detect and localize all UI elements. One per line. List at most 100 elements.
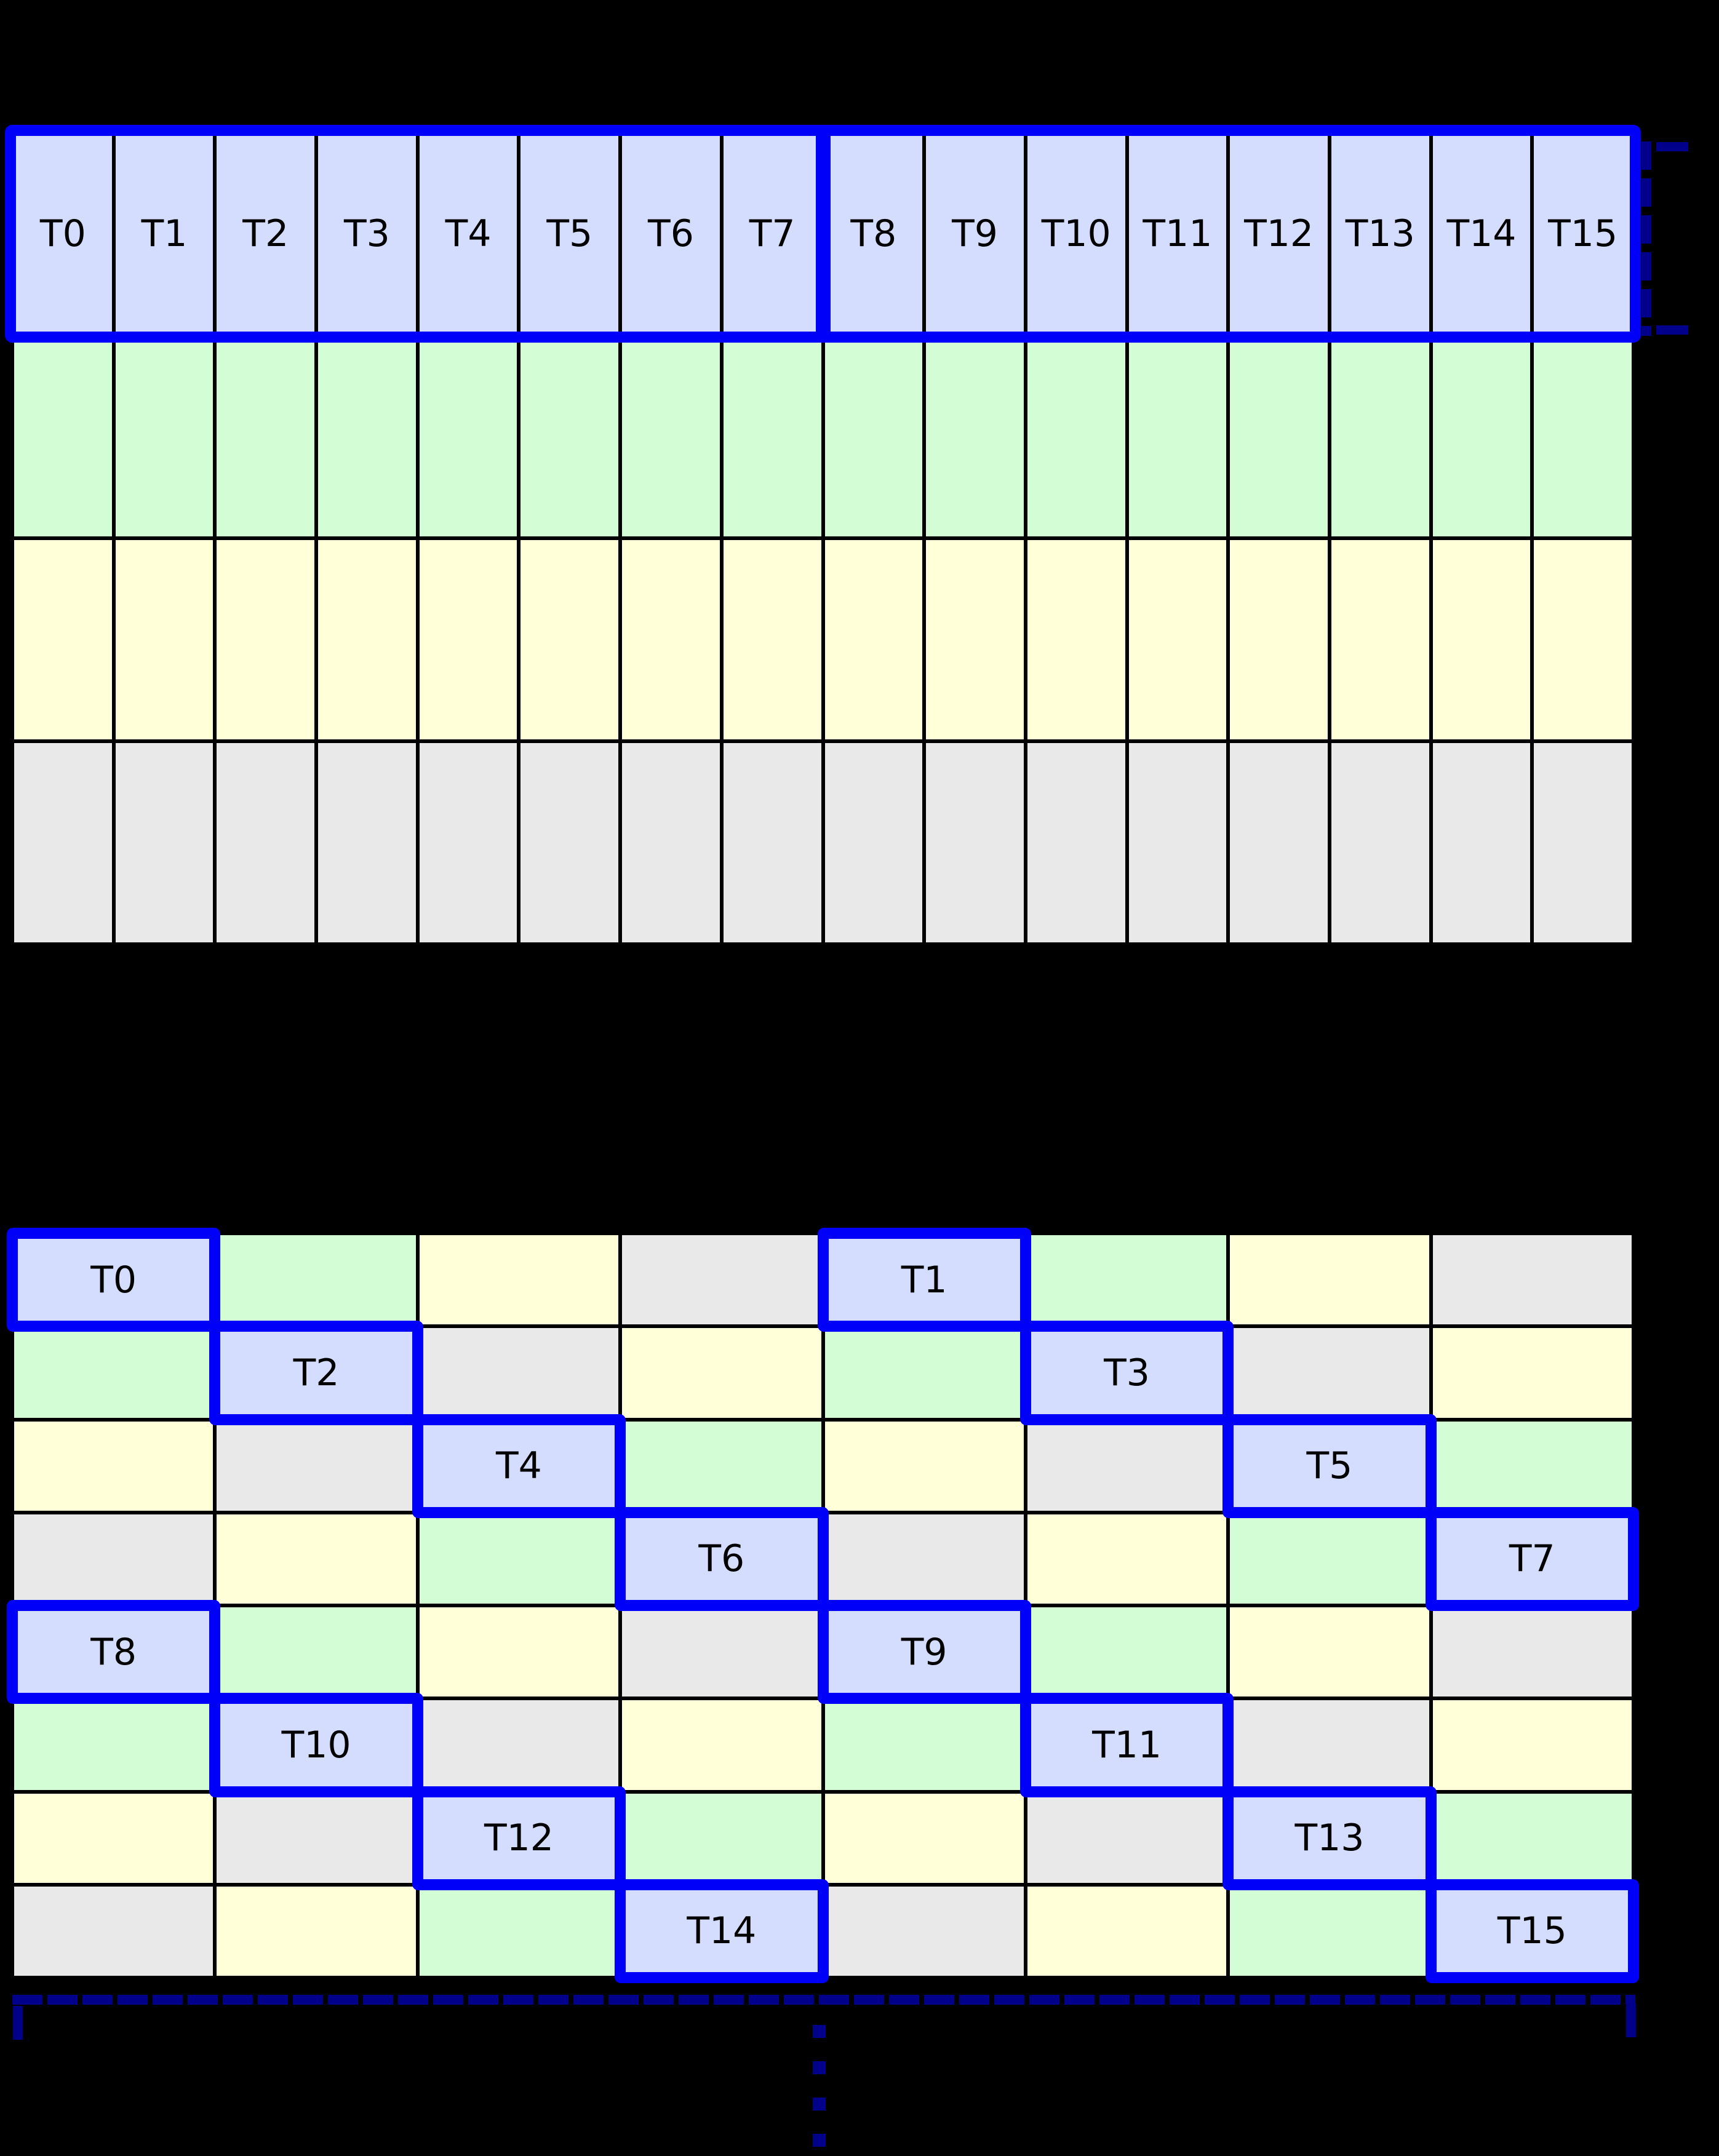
top-grid-cell	[1027, 540, 1125, 739]
bottom-grid-cell	[824, 1886, 1024, 1976]
top-grid-cell	[217, 540, 315, 739]
continuation-ellipsis-dot-0	[813, 2025, 826, 2038]
top-grid-cell: T7	[723, 134, 821, 333]
top-grid-cell	[318, 540, 416, 739]
thread-label: T12	[1244, 212, 1314, 255]
top-grid-cell: T13	[1331, 134, 1429, 333]
bottom-grid-cell	[824, 1235, 1024, 1325]
bottom-grid-cell	[824, 1421, 1024, 1511]
bottom-grid-cell	[1432, 1886, 1632, 1976]
bottom-grid-cell	[217, 1235, 416, 1325]
grid-width-bracket-left-tick	[13, 2006, 23, 2040]
top-grid-cell	[824, 337, 923, 536]
bottom-grid-cell	[14, 1328, 213, 1418]
top-grid-cell	[115, 337, 213, 536]
top-grid-cell	[1534, 743, 1632, 942]
thread-label: T0	[39, 212, 86, 255]
grid-width-bracket-right-tick	[1626, 2003, 1636, 2037]
bottom-grid-cell	[217, 1700, 416, 1790]
bottom-grid-cell	[14, 1886, 213, 1976]
row-height-bracket-top-tick	[1656, 142, 1688, 151]
top-grid-cell: T0	[14, 134, 112, 333]
bottom-grid-cell	[1432, 1514, 1632, 1604]
top-grid-cell: T9	[926, 134, 1024, 333]
bottom-grid-cell	[1027, 1886, 1227, 1976]
bottom-grid-cell	[622, 1514, 821, 1604]
bottom-grid-cell	[622, 1700, 821, 1790]
top-grid-cell	[1432, 337, 1531, 536]
top-grid-cell	[115, 743, 213, 942]
top-grid-cell	[926, 743, 1024, 942]
top-grid-cell	[1230, 337, 1328, 536]
bottom-grid-cell	[824, 1607, 1024, 1697]
bottom-grid-cell	[419, 1514, 619, 1604]
top-grid-cell	[622, 743, 720, 942]
bottom-grid-cell	[217, 1328, 416, 1418]
top-grid-cell	[824, 743, 923, 942]
bottom-grid-cell	[1432, 1235, 1632, 1325]
top-grid-cell	[318, 337, 416, 536]
top-grid-cell	[723, 743, 821, 942]
top-grid-cell	[419, 337, 517, 536]
bottom-grid-cell	[1230, 1421, 1429, 1511]
row-height-bracket-bottom-tick	[1656, 325, 1688, 335]
top-grid-cell	[622, 337, 720, 536]
top-grid-cell: T2	[217, 134, 315, 333]
top-grid-cell	[1027, 743, 1125, 942]
thread-label: T5	[546, 212, 593, 255]
bottom-grid-cell	[1432, 1328, 1632, 1418]
bottom-grid-cell	[1027, 1793, 1227, 1883]
bottom-grid-cell	[622, 1793, 821, 1883]
bottom-grid-cell	[622, 1421, 821, 1511]
bottom-grid-cell	[217, 1514, 416, 1604]
top-grid-cell	[1128, 337, 1227, 536]
bottom-grid-cell	[622, 1328, 821, 1418]
continuation-ellipsis-dot-1	[813, 2061, 826, 2074]
top-grid-cell	[14, 743, 112, 942]
top-grid-cell	[1534, 337, 1632, 536]
top-grid-cell: T8	[824, 134, 923, 333]
thread-label: T9	[952, 212, 998, 255]
bottom-grid-cell	[1230, 1328, 1429, 1418]
bottom-grid-cell	[1027, 1328, 1227, 1418]
bottom-grid-cell	[1432, 1700, 1632, 1790]
top-grid-cell	[1230, 540, 1328, 739]
top-grid-cell	[14, 337, 112, 536]
continuation-ellipsis-dot-2	[813, 2098, 826, 2110]
bottom-grid-cell	[419, 1700, 619, 1790]
thread-label: T13	[1345, 212, 1415, 255]
top-grid-cell	[1534, 540, 1632, 739]
bottom-grid-cell	[622, 1235, 821, 1325]
top-grid-cell	[1230, 743, 1328, 942]
top-grid-cell	[723, 337, 821, 536]
bottom-grid-cell	[824, 1793, 1024, 1883]
bottom-grid-cell	[1027, 1700, 1227, 1790]
top-grid-cell	[1128, 540, 1227, 739]
top-grid-cell: T11	[1128, 134, 1227, 333]
top-grid-cell	[419, 540, 517, 739]
top-grid-cell	[622, 540, 720, 739]
bottom-grid-cell	[14, 1514, 213, 1604]
top-grid-cell	[115, 540, 213, 739]
thread-label: T15	[1548, 212, 1618, 255]
top-grid-cell	[926, 337, 1024, 536]
bottom-grid-cell	[1230, 1793, 1429, 1883]
bottom-grid-cell	[1027, 1607, 1227, 1697]
bottom-grid-cell	[1230, 1886, 1429, 1976]
top-grid-cell	[217, 337, 315, 536]
bottom-grid-cell	[419, 1886, 619, 1976]
top-grid-cell: T5	[520, 134, 619, 333]
bottom-grid-cell	[1432, 1793, 1632, 1883]
top-grid-cell: T15	[1534, 134, 1632, 333]
top-grid-cell	[419, 743, 517, 942]
top-grid-cell: T1	[115, 134, 213, 333]
bottom-grid-cell	[1027, 1235, 1227, 1325]
thread-label: T6	[648, 212, 694, 255]
thread-label: T14	[1446, 212, 1517, 255]
bottom-grid-cell	[419, 1421, 619, 1511]
top-grid-cell	[520, 540, 619, 739]
continuation-ellipsis-dot-3	[813, 2134, 826, 2147]
thread-label: T10	[1041, 212, 1111, 255]
bottom-grid-cell	[622, 1886, 821, 1976]
